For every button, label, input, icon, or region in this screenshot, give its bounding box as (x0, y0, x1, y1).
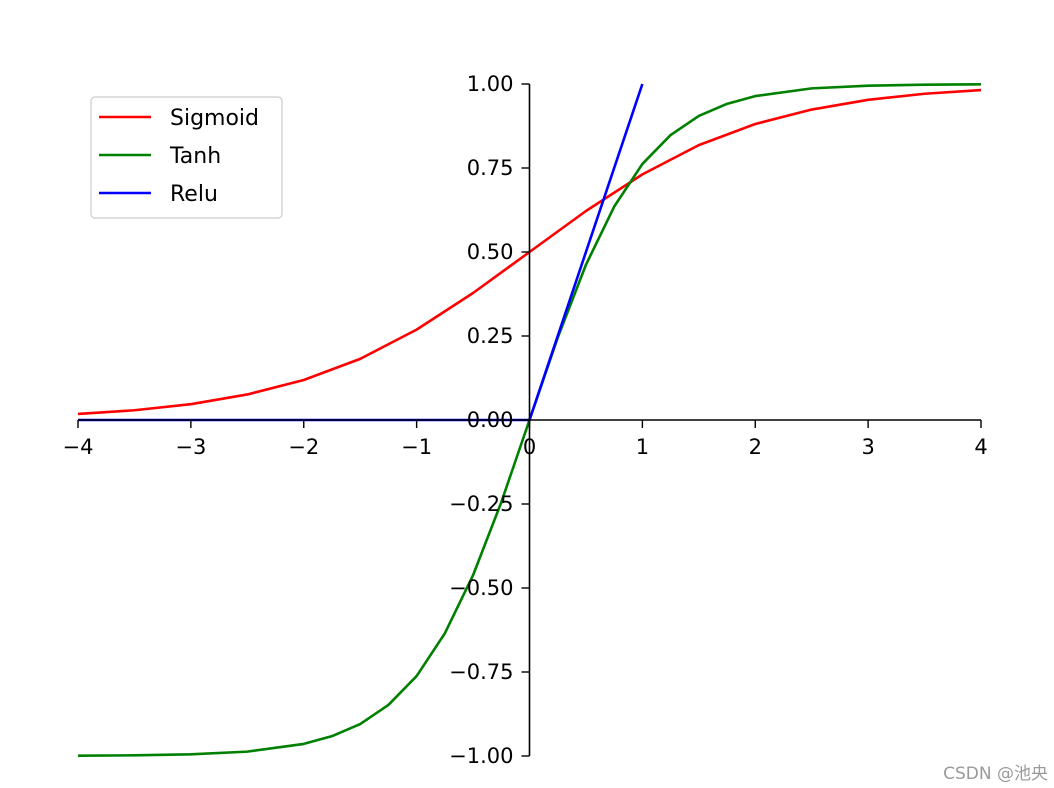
y-tick-label: −1.00 (449, 744, 513, 768)
y-tick-label: 0.00 (467, 408, 514, 432)
legend-label-tanh: Tanh (169, 144, 221, 169)
x-tick-label: 3 (861, 435, 874, 459)
watermark: CSDN @池央 (943, 764, 1048, 784)
legend-label-sigmoid: Sigmoid (170, 106, 259, 131)
x-tick-label: 4 (974, 435, 987, 459)
legend-box (90, 96, 283, 219)
y-tick-label: 0.50 (467, 240, 514, 264)
y-tick-label: 1.00 (467, 72, 514, 96)
axes: −4 −3 −2 −1 0 1 2 3 4 −1.00 −0.75 −0.50 −0.25 0.00 0.2… (63, 72, 988, 768)
x-tick-label: −1 (401, 435, 432, 459)
legend-label-relu: Relu (170, 182, 218, 207)
x-tick-label: −3 (175, 435, 206, 459)
x-tick-label: 0 (523, 435, 536, 459)
y-tick-label: −0.50 (449, 576, 513, 600)
x-tick-label: −2 (288, 435, 319, 459)
y-tick-label: −0.75 (449, 660, 513, 684)
x-tick-label: 2 (749, 435, 762, 459)
y-tick-label: 0.25 (467, 324, 514, 348)
x-tick-label: −4 (63, 435, 94, 459)
x-tick-label: 1 (636, 435, 649, 459)
legend: Sigmoid Tanh Relu (90, 96, 283, 219)
y-tick-label: −0.25 (449, 492, 513, 516)
y-tick-label: 0.75 (467, 156, 514, 180)
